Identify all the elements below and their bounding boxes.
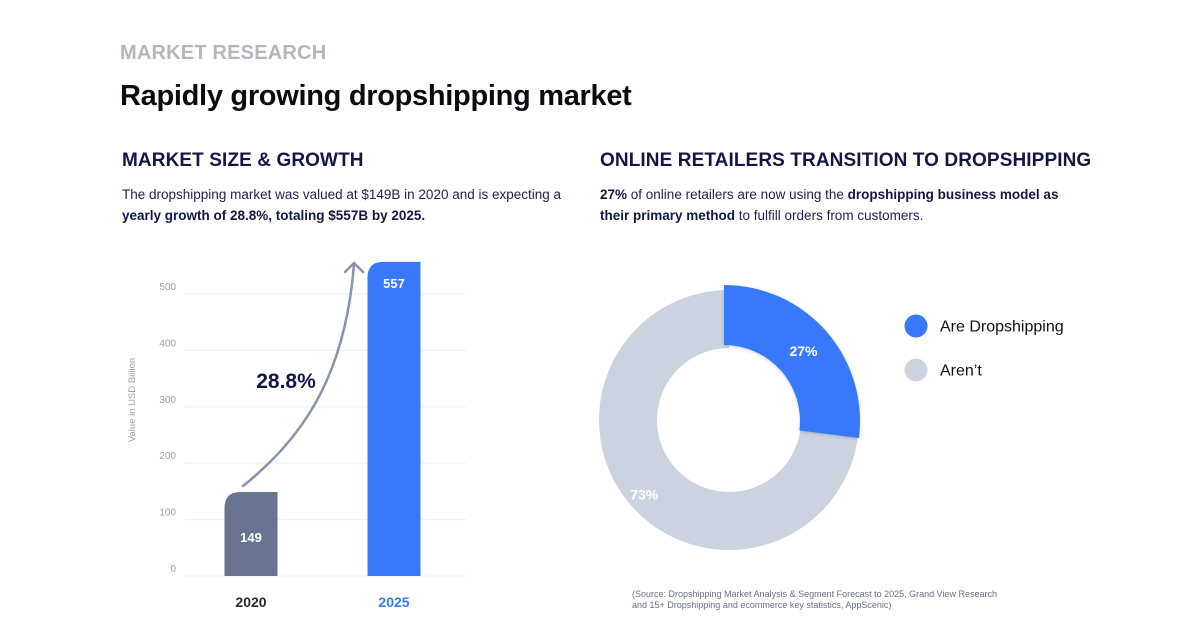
bar-chart: 0 100 200 300 400 500 Value in USD Billion 149 2… xyxy=(127,261,466,610)
market-size-title: MARKET SIZE & GROWTH xyxy=(122,150,364,171)
market-size-description: The dropshipping market was valued at $1… xyxy=(122,184,582,226)
y-tick-label: 500 xyxy=(159,282,176,293)
retailers-title: ONLINE RETAILERS TRANSITION TO DROPSHIPP… xyxy=(600,150,1092,171)
bar-value-label: 149 xyxy=(240,530,262,545)
eyebrow-label: MARKET RESEARCH xyxy=(120,42,327,64)
source-line-1: (Source: Dropshipping Market Analysis & … xyxy=(632,589,998,599)
x-category-label: 2020 xyxy=(235,594,266,610)
legend-label: Are Dropshipping xyxy=(940,319,1064,336)
growth-rate-annotation: 28.8% xyxy=(256,370,316,393)
growth-arrow-line xyxy=(241,262,356,488)
body-text: of online retailers are now using the xyxy=(627,187,848,202)
slice-label: 27% xyxy=(789,343,818,359)
growth-arrowhead-icon xyxy=(343,261,365,274)
legend-label: Aren’t xyxy=(940,363,982,380)
y-tick-label: 300 xyxy=(159,395,176,406)
donut-slice xyxy=(599,290,858,550)
retailers-description: 27% of online retailers are now using th… xyxy=(600,184,1070,226)
emphasis-text: dropshipping business model as their pri… xyxy=(600,187,1059,223)
source-note: (Source: Dropshipping Market Analysis & … xyxy=(632,589,1012,611)
bar-value-label: 557 xyxy=(383,276,405,291)
source-line-2: and 15+ Dropshipping and ecommerce key s… xyxy=(632,600,892,610)
bar-2020 xyxy=(224,491,278,576)
body-text: The dropshipping market was valued at $1… xyxy=(122,187,562,202)
body-text: to fulfill orders from customers. xyxy=(735,208,924,223)
donut-slice xyxy=(724,285,860,439)
y-tick-label: 400 xyxy=(159,338,176,349)
page-title: Rapidly growing dropshipping market xyxy=(120,80,632,112)
slice-label: 73% xyxy=(630,487,659,503)
emphasis-text: 27% xyxy=(600,187,628,202)
y-tick-label: 100 xyxy=(159,508,176,519)
legend-swatch-icon xyxy=(904,358,928,382)
emphasis-text: yearly growth of 28.8%, totaling $557B b… xyxy=(122,208,426,223)
y-tick-label: 200 xyxy=(159,451,176,462)
legend-swatch-icon xyxy=(904,314,928,338)
donut-chart: 73% 27% Are Dropshipping Aren’t xyxy=(599,285,1064,550)
y-tick-label: 0 xyxy=(170,564,176,575)
x-category-label: 2025 xyxy=(378,594,409,610)
bar-2025 xyxy=(367,261,421,576)
y-axis-label: Value in USD Billion xyxy=(127,358,138,442)
